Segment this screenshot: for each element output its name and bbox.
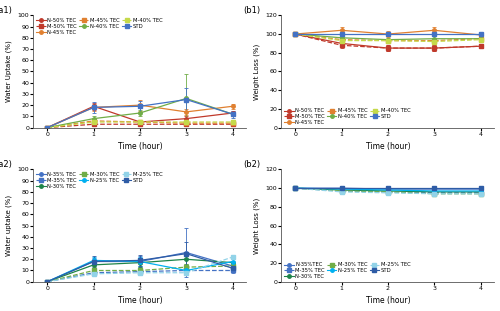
Legend: N-50% TEC, M-50% TEC, N-45% TEC, M-45% TEC, N-40% TEC, M-40% TEC, STD: N-50% TEC, M-50% TEC, N-45% TEC, M-45% T… bbox=[283, 107, 412, 126]
X-axis label: Time (hour): Time (hour) bbox=[366, 142, 410, 151]
Y-axis label: Water Uptake (%): Water Uptake (%) bbox=[6, 41, 12, 102]
Y-axis label: Water uptake (%): Water uptake (%) bbox=[6, 195, 12, 256]
Y-axis label: Weight Loss (%): Weight Loss (%) bbox=[254, 43, 260, 100]
Legend: N-35% TEC, M-35% TEC, N-30% TEC, M-30% TEC, N-25% TEC, M-25% TEC, STD: N-35% TEC, M-35% TEC, N-30% TEC, M-30% T… bbox=[35, 171, 164, 190]
Legend: N-50% TEC, M-50% TEC, N-45% TEC, M-45% TEC, N-40% TEC, M-40% TEC, STD: N-50% TEC, M-50% TEC, N-45% TEC, M-45% T… bbox=[35, 17, 164, 36]
X-axis label: Time (hour): Time (hour) bbox=[366, 296, 410, 305]
X-axis label: Time (hour): Time (hour) bbox=[118, 142, 162, 151]
Y-axis label: Weight Loss (%): Weight Loss (%) bbox=[254, 197, 260, 254]
Text: (a2): (a2) bbox=[0, 160, 12, 169]
Text: (b1): (b1) bbox=[243, 6, 260, 15]
Text: (b2): (b2) bbox=[243, 160, 260, 169]
Text: (a1): (a1) bbox=[0, 6, 12, 15]
X-axis label: Time (hour): Time (hour) bbox=[118, 296, 162, 305]
Legend: N-35%TEC, M-35% TEC, N-30% TEC, M-30% TEC, N-25% TEC, M-25% TEC, STD: N-35%TEC, M-35% TEC, N-30% TEC, M-30% TE… bbox=[283, 262, 412, 280]
